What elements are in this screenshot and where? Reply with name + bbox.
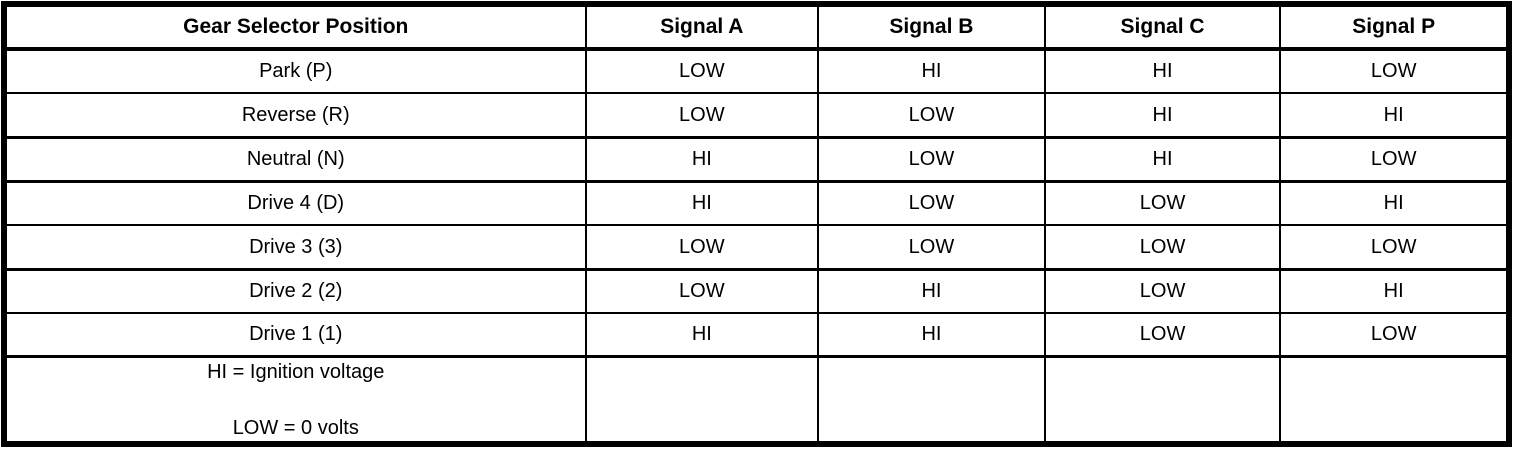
signal-b-cell: HI bbox=[817, 312, 1046, 358]
signal-a-cell: LOW bbox=[584, 224, 820, 271]
gear-position-cell: Park (P) bbox=[3, 47, 587, 95]
signal-b-cell: LOW bbox=[817, 224, 1046, 271]
table-row-park: Park (P) LOW HI HI LOW bbox=[3, 47, 1510, 95]
gear-position-cell: Drive 3 (3) bbox=[3, 224, 587, 271]
signal-c-cell: LOW bbox=[1043, 180, 1282, 227]
signal-a-cell: HI bbox=[584, 180, 820, 227]
legend-row: HI = Ignition voltage LOW = 0 volts bbox=[3, 355, 1510, 446]
signal-c-cell: HI bbox=[1043, 47, 1282, 95]
signal-p-cell: LOW bbox=[1279, 135, 1510, 183]
legend-hi-definition: HI = Ignition voltage bbox=[207, 360, 385, 383]
empty-cell bbox=[584, 355, 820, 446]
column-header-gear-selector-position: Gear Selector Position bbox=[3, 3, 587, 51]
signal-p-cell: LOW bbox=[1279, 312, 1510, 358]
signal-a-cell: LOW bbox=[584, 47, 820, 95]
signal-p-cell: HI bbox=[1279, 267, 1510, 315]
gear-position-cell: Drive 2 (2) bbox=[3, 267, 587, 315]
gear-position-cell: Neutral (N) bbox=[3, 135, 587, 183]
legend-low-definition: LOW = 0 volts bbox=[232, 416, 359, 439]
gear-position-cell: Drive 1 (1) bbox=[3, 312, 587, 358]
signal-a-cell: HI bbox=[584, 135, 820, 183]
column-header-signal-c: Signal C bbox=[1043, 3, 1282, 51]
column-header-signal-b: Signal B bbox=[817, 3, 1046, 51]
signal-p-cell: HI bbox=[1279, 92, 1510, 139]
signal-b-cell: HI bbox=[817, 267, 1046, 315]
signal-p-cell: LOW bbox=[1279, 47, 1510, 95]
signal-c-cell: LOW bbox=[1043, 312, 1282, 358]
signal-a-cell: HI bbox=[584, 312, 820, 358]
signal-a-cell: LOW bbox=[584, 92, 820, 139]
column-header-signal-p: Signal P bbox=[1279, 3, 1510, 51]
gear-position-cell: Reverse (R) bbox=[3, 92, 587, 139]
table-row-reverse: Reverse (R) LOW LOW HI HI bbox=[3, 92, 1510, 139]
table-row-drive4: Drive 4 (D) HI LOW LOW HI bbox=[3, 180, 1510, 227]
signal-b-cell: HI bbox=[817, 47, 1046, 95]
gear-position-cell: Drive 4 (D) bbox=[3, 180, 587, 227]
signal-b-cell: LOW bbox=[817, 135, 1046, 183]
empty-cell bbox=[1043, 355, 1282, 446]
signal-b-cell: LOW bbox=[817, 180, 1046, 227]
signal-c-cell: LOW bbox=[1043, 267, 1282, 315]
table-row-drive2: Drive 2 (2) LOW HI LOW HI bbox=[3, 267, 1510, 315]
signal-b-cell: LOW bbox=[817, 92, 1046, 139]
empty-cell bbox=[817, 355, 1046, 446]
empty-cell bbox=[1279, 355, 1510, 446]
signal-c-cell: HI bbox=[1043, 135, 1282, 183]
signal-p-cell: HI bbox=[1279, 180, 1510, 227]
legend-cell: HI = Ignition voltage LOW = 0 volts bbox=[3, 355, 587, 446]
signal-c-cell: HI bbox=[1043, 92, 1282, 139]
header-row: Gear Selector Position Signal A Signal B… bbox=[3, 3, 1510, 51]
table-row-drive1: Drive 1 (1) HI HI LOW LOW bbox=[3, 312, 1510, 358]
column-header-signal-a: Signal A bbox=[584, 3, 820, 51]
signal-a-cell: LOW bbox=[584, 267, 820, 315]
signal-c-cell: LOW bbox=[1043, 224, 1282, 271]
table-row-neutral: Neutral (N) HI LOW HI LOW bbox=[3, 135, 1510, 183]
table-row-drive3: Drive 3 (3) LOW LOW LOW LOW bbox=[3, 224, 1510, 271]
signal-p-cell: LOW bbox=[1279, 224, 1510, 271]
